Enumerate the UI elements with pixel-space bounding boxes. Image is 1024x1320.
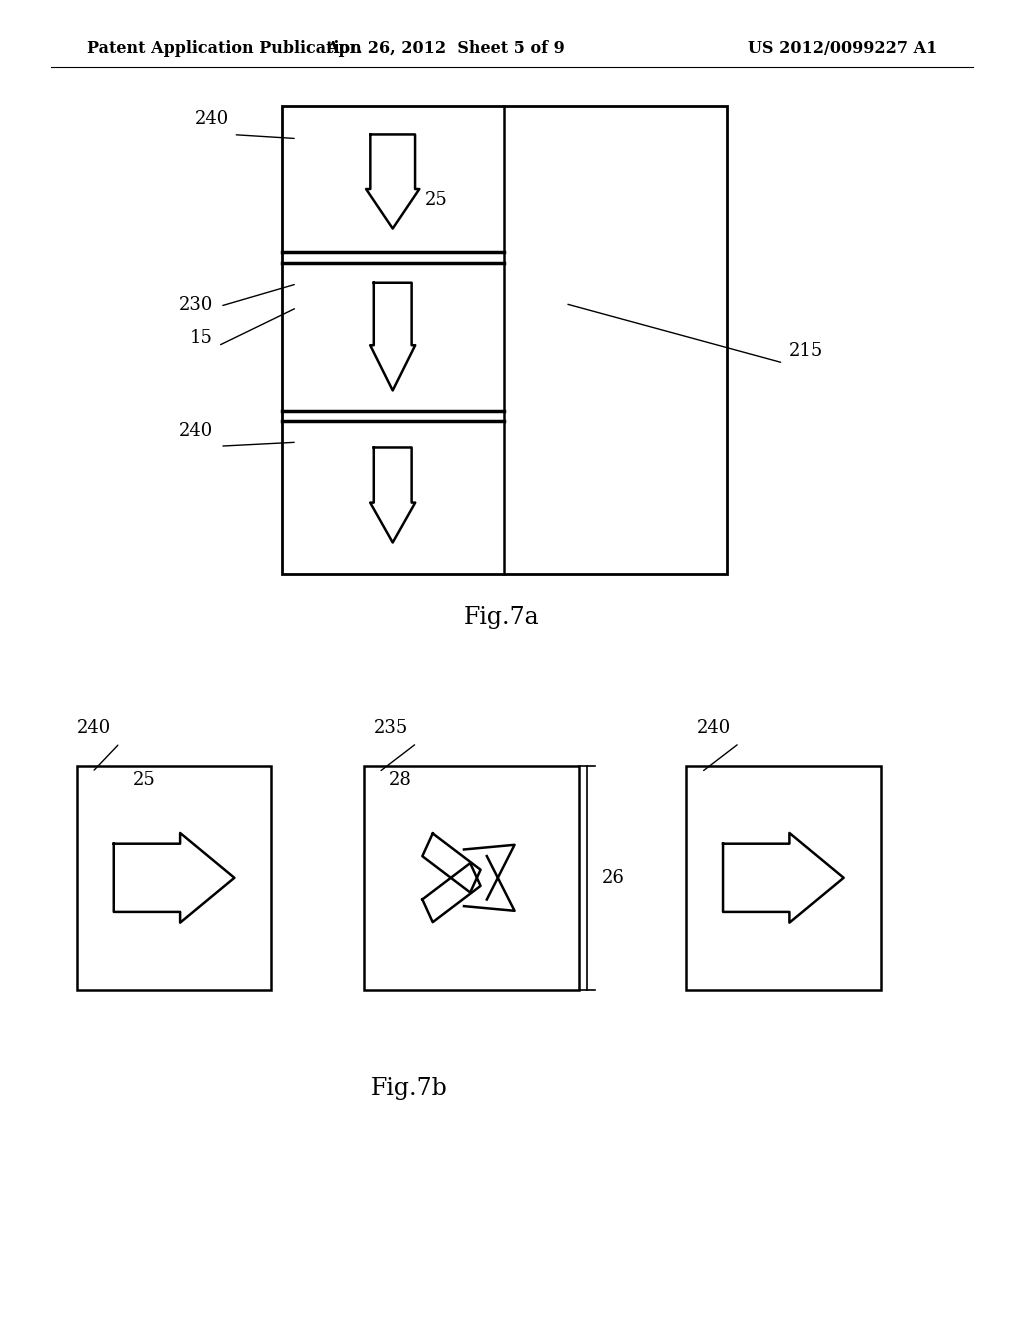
- Text: 240: 240: [696, 718, 730, 737]
- Text: Patent Application Publication: Patent Application Publication: [87, 41, 361, 57]
- Text: Apr. 26, 2012  Sheet 5 of 9: Apr. 26, 2012 Sheet 5 of 9: [326, 41, 565, 57]
- Text: Fig.7b: Fig.7b: [372, 1077, 447, 1101]
- Text: 235: 235: [374, 718, 408, 737]
- Text: 240: 240: [195, 110, 228, 128]
- Text: 240: 240: [179, 421, 213, 440]
- Text: 240: 240: [77, 718, 111, 737]
- Polygon shape: [367, 135, 420, 228]
- Text: 15: 15: [189, 329, 212, 347]
- Text: 230: 230: [179, 296, 214, 314]
- Polygon shape: [371, 447, 416, 543]
- Polygon shape: [464, 857, 514, 911]
- Text: 25: 25: [133, 771, 156, 789]
- Bar: [364, 766, 579, 990]
- Text: 28: 28: [389, 771, 412, 789]
- Text: Fig.7a: Fig.7a: [464, 606, 540, 630]
- Polygon shape: [114, 833, 234, 923]
- Polygon shape: [371, 282, 416, 391]
- Polygon shape: [723, 833, 844, 923]
- Text: 26: 26: [602, 869, 625, 887]
- Text: 25: 25: [425, 190, 447, 209]
- Bar: [282, 106, 727, 574]
- Bar: [77, 766, 271, 990]
- Polygon shape: [464, 845, 514, 899]
- Polygon shape: [422, 863, 480, 923]
- Bar: [686, 766, 881, 990]
- Text: US 2012/0099227 A1: US 2012/0099227 A1: [748, 41, 937, 57]
- Polygon shape: [422, 833, 480, 892]
- Text: 215: 215: [788, 342, 822, 360]
